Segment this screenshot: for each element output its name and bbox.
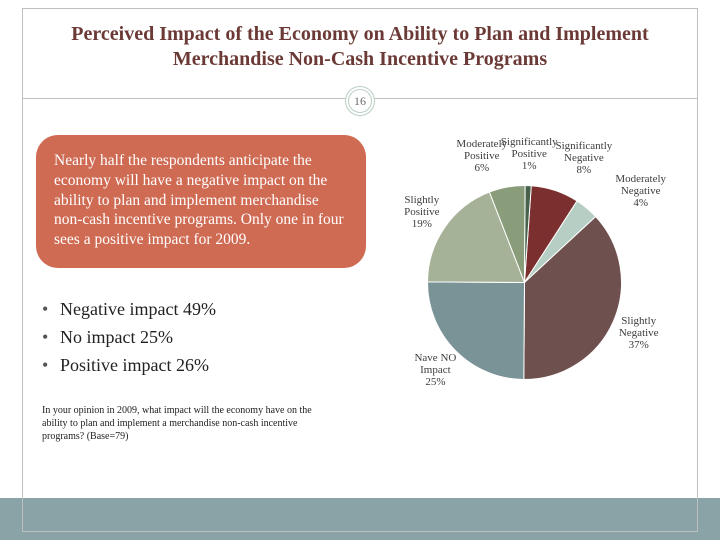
pie-svg bbox=[427, 185, 622, 380]
pie-slice-label: SignificantlyPositive1% bbox=[501, 136, 558, 172]
pie-slice-label: SlightlyNegative37% bbox=[619, 315, 659, 351]
slide-title: Perceived Impact of the Economy on Abili… bbox=[50, 22, 670, 72]
pie-chart: SignificantlyNegative8%ModeratelyNegativ… bbox=[372, 130, 682, 440]
page-number-badge: 16 bbox=[345, 86, 375, 116]
bullet-item: Negative impact 49% bbox=[42, 296, 366, 324]
pie-slice-label: ModeratelyPositive6% bbox=[456, 138, 507, 174]
summary-callout: Nearly half the respondents anticipate t… bbox=[36, 135, 366, 268]
pie-slice-label: SlightlyPositive19% bbox=[404, 194, 439, 230]
left-column: Nearly half the respondents anticipate t… bbox=[36, 135, 366, 443]
question-footnote: In your opinion in 2009, what impact wil… bbox=[36, 404, 336, 443]
pie-wrap bbox=[427, 185, 622, 380]
bullet-item: Positive impact 26% bbox=[42, 352, 366, 380]
summary-bullets: Negative impact 49% No impact 25% Positi… bbox=[36, 296, 366, 380]
pie-slice-label: ModeratelyNegative4% bbox=[615, 173, 666, 209]
pie-slice-label: Nave NOImpact25% bbox=[414, 352, 456, 388]
bullet-item: No impact 25% bbox=[42, 324, 366, 352]
pie-slice-label: SignificantlyNegative8% bbox=[555, 140, 612, 176]
